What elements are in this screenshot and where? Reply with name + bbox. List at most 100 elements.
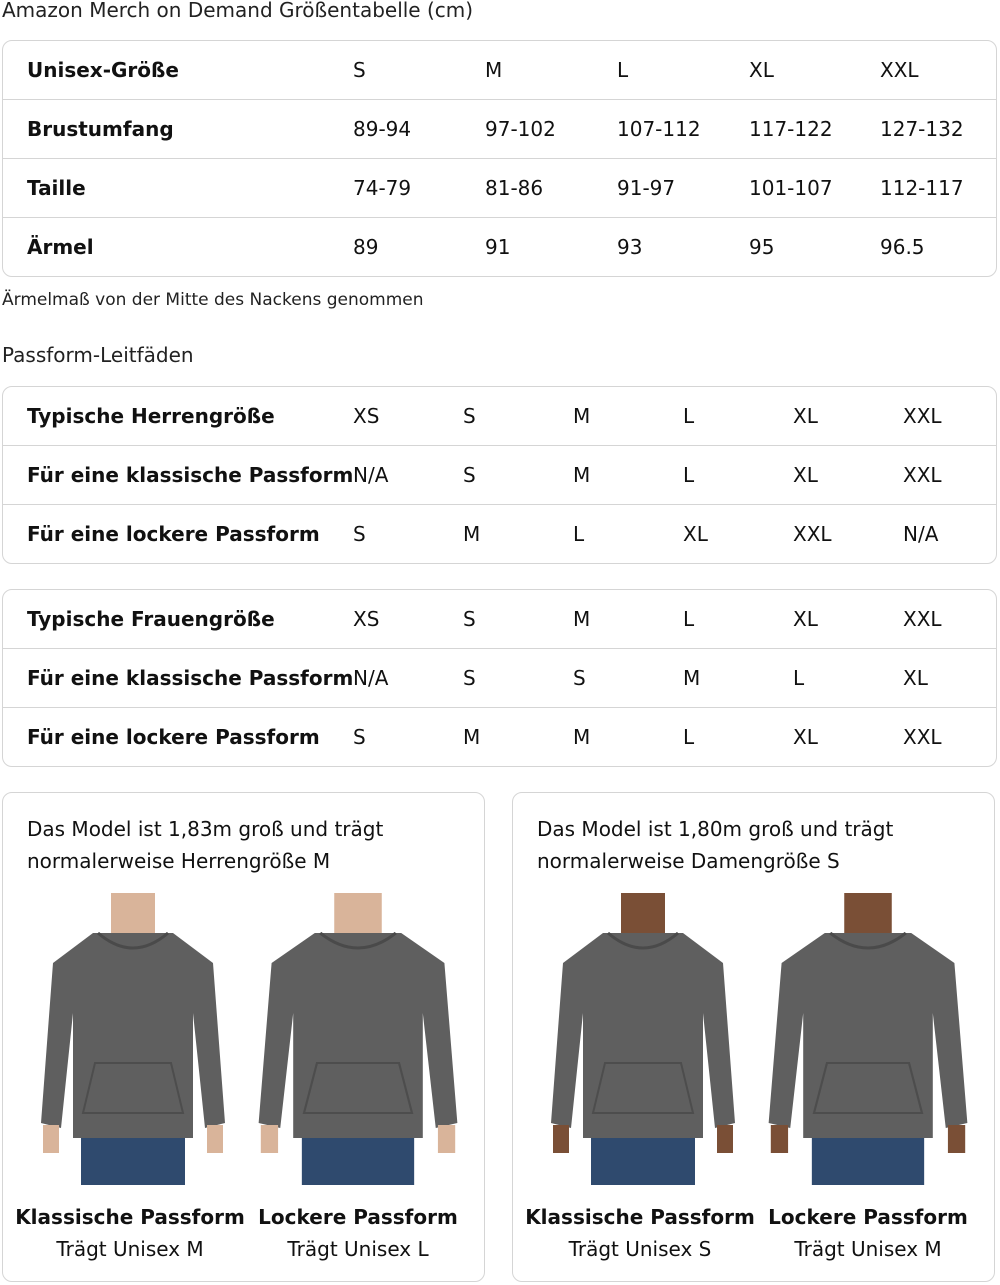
- size-worn: Trägt Unisex M: [56, 1237, 204, 1261]
- table-row: Für eine klassische Passform N/A S S M L XL: [3, 649, 996, 708]
- row-label: Typische Herrengröße: [27, 404, 275, 428]
- table-row: Typische Herrengröße XS S M L XL XXL: [3, 387, 996, 446]
- table-cell: S: [353, 522, 366, 546]
- table-cell: M: [573, 725, 591, 749]
- page-title: Amazon Merch on Demand Größentabelle (cm…: [2, 0, 474, 22]
- table-cell: 117-122: [749, 117, 833, 141]
- fit-caption: Klassische Passform Trägt Unisex M: [15, 1201, 245, 1265]
- table-cell: XL: [793, 725, 818, 749]
- size-worn: Trägt Unisex M: [794, 1237, 942, 1261]
- table-cell: M: [573, 463, 591, 487]
- hoodie-body: [41, 933, 225, 1138]
- table-cell: 95: [749, 235, 775, 259]
- table-cell: 81-86: [485, 176, 544, 200]
- women-model-card: Das Model ist 1,80m groß und trägt norma…: [512, 792, 995, 1282]
- table-cell: 91-97: [617, 176, 676, 200]
- table-cell: 89-94: [353, 117, 412, 141]
- table-cell: M: [463, 522, 481, 546]
- table-cell: S: [463, 666, 476, 690]
- table-row: Für eine lockere Passform S M L XL XXL N/A: [3, 505, 996, 563]
- table-cell: XL: [749, 58, 774, 82]
- sleeve-note: Ärmelmaß von der Mitte des Nackens genom…: [2, 290, 424, 310]
- row-label: Für eine klassische Passform: [27, 666, 354, 690]
- table-row: Für eine klassische Passform N/A S M L XL XXL: [3, 446, 996, 505]
- fit-name: Klassische Passform: [525, 1205, 755, 1229]
- hoodie-body: [768, 933, 968, 1138]
- fit-caption: Klassische Passform Trägt Unisex S: [525, 1201, 755, 1265]
- row-label: Brustumfang: [27, 117, 174, 141]
- table-cell: M: [573, 607, 591, 631]
- table-cell: L: [683, 463, 695, 487]
- hoodie-pocket: [812, 1062, 924, 1114]
- row-label: Unisex-Größe: [27, 58, 179, 82]
- model-neck: [844, 893, 892, 933]
- table-cell: N/A: [353, 666, 389, 690]
- fit-caption: Lockere Passform Trägt Unisex M: [753, 1201, 983, 1265]
- table-cell: S: [353, 58, 366, 82]
- table-cell: XXL: [880, 58, 919, 82]
- table-cell: 127-132: [880, 117, 964, 141]
- table-cell: L: [617, 58, 629, 82]
- table-cell: N/A: [353, 463, 389, 487]
- table-row: Für eine lockere Passform S M M L XL XXL: [3, 708, 996, 766]
- table-cell: M: [573, 404, 591, 428]
- table-cell: 107-112: [617, 117, 701, 141]
- row-label: Ärmel: [27, 235, 94, 259]
- model-neck: [334, 893, 382, 933]
- table-row: Brustumfang 89-94 97-102 107-112 117-122 127-…: [3, 100, 996, 159]
- table-cell: M: [485, 58, 503, 82]
- row-label: Für eine lockere Passform: [27, 522, 320, 546]
- model-description: Das Model ist 1,80m groß und trägt norma…: [537, 817, 894, 873]
- fit-name: Lockere Passform: [768, 1205, 968, 1229]
- table-cell: XXL: [903, 607, 942, 631]
- table-cell: L: [683, 725, 695, 749]
- table-row: Taille 74-79 81-86 91-97 101-107 112-117: [3, 159, 996, 218]
- model-photo: [543, 893, 743, 1185]
- men-model-card: Das Model ist 1,83m groß und trägt norma…: [2, 792, 485, 1282]
- hoodie-body: [551, 933, 735, 1138]
- table-cell: M: [463, 725, 481, 749]
- table-cell: L: [793, 666, 805, 690]
- fit-guide-title: Passform-Leitfäden: [2, 343, 194, 367]
- model-photo: [768, 893, 968, 1185]
- hoodie-pocket: [591, 1062, 695, 1114]
- row-label: Für eine klassische Passform: [27, 463, 354, 487]
- table-cell: 101-107: [749, 176, 833, 200]
- table-cell: S: [463, 404, 476, 428]
- table-cell: XXL: [793, 522, 832, 546]
- table-cell: XL: [683, 522, 708, 546]
- table-cell: 112-117: [880, 176, 964, 200]
- table-row: Typische Frauengröße XS S M L XL XXL: [3, 590, 996, 649]
- table-cell: XS: [353, 607, 380, 631]
- women-fit-table: Typische Frauengröße XS S M L XL XXL Für eine k…: [2, 589, 997, 767]
- model-neck: [111, 893, 155, 933]
- table-cell: XXL: [903, 463, 942, 487]
- model-description: Das Model ist 1,83m groß und trägt norma…: [27, 817, 384, 873]
- row-label: Typische Frauengröße: [27, 607, 275, 631]
- table-cell: 91: [485, 235, 511, 259]
- table-cell: XL: [903, 666, 928, 690]
- hoodie-pocket: [302, 1062, 414, 1114]
- table-cell: N/A: [903, 522, 939, 546]
- row-label: Taille: [27, 176, 86, 200]
- table-cell: S: [463, 607, 476, 631]
- table-cell: XL: [793, 404, 818, 428]
- hoodie-pocket: [81, 1062, 185, 1114]
- table-cell: XXL: [903, 404, 942, 428]
- table-row: Ärmel 89 91 93 95 96.5: [3, 218, 996, 276]
- table-cell: S: [573, 666, 586, 690]
- table-cell: XXL: [903, 725, 942, 749]
- hoodie-body: [258, 933, 458, 1138]
- size-worn: Trägt Unisex S: [568, 1237, 712, 1261]
- table-cell: XL: [793, 463, 818, 487]
- table-cell: 96.5: [880, 235, 925, 259]
- table-cell: L: [683, 607, 695, 631]
- fit-name: Klassische Passform: [15, 1205, 245, 1229]
- table-cell: XS: [353, 404, 380, 428]
- table-cell: 89: [353, 235, 379, 259]
- fit-name: Lockere Passform: [258, 1205, 458, 1229]
- model-photo: [33, 893, 233, 1185]
- fit-caption: Lockere Passform Trägt Unisex L: [243, 1201, 473, 1265]
- men-fit-table: Typische Herrengröße XS S M L XL XXL Für eine k…: [2, 386, 997, 564]
